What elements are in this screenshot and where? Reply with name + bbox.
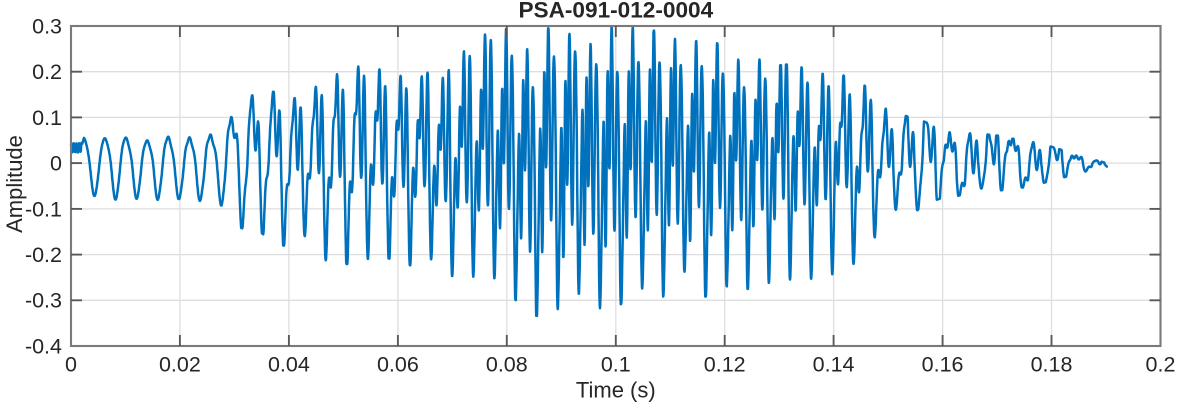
svg-text:Amplitude: Amplitude bbox=[2, 135, 27, 233]
svg-text:Time (s): Time (s) bbox=[576, 378, 656, 403]
svg-text:0: 0 bbox=[50, 152, 62, 176]
svg-text:0.16: 0.16 bbox=[922, 352, 964, 376]
svg-text:0.3: 0.3 bbox=[32, 14, 62, 38]
svg-text:0.04: 0.04 bbox=[268, 352, 310, 376]
svg-text:-0.2: -0.2 bbox=[25, 243, 62, 267]
svg-text:0.06: 0.06 bbox=[377, 352, 419, 376]
svg-text:0.02: 0.02 bbox=[159, 352, 201, 376]
svg-text:-0.1: -0.1 bbox=[25, 197, 62, 221]
svg-text:0.18: 0.18 bbox=[1031, 352, 1073, 376]
svg-text:0.12: 0.12 bbox=[704, 352, 746, 376]
svg-text:0.1: 0.1 bbox=[32, 106, 62, 130]
svg-text:0.1: 0.1 bbox=[601, 352, 631, 376]
svg-text:0.2: 0.2 bbox=[1146, 352, 1176, 376]
svg-text:-0.3: -0.3 bbox=[25, 289, 62, 313]
svg-text:-0.4: -0.4 bbox=[25, 334, 62, 358]
svg-text:0: 0 bbox=[65, 352, 77, 376]
svg-text:PSA-091-012-0004: PSA-091-012-0004 bbox=[518, 0, 713, 23]
svg-text:0.14: 0.14 bbox=[813, 352, 855, 376]
svg-text:0.08: 0.08 bbox=[486, 352, 528, 376]
svg-text:0.2: 0.2 bbox=[32, 60, 62, 84]
